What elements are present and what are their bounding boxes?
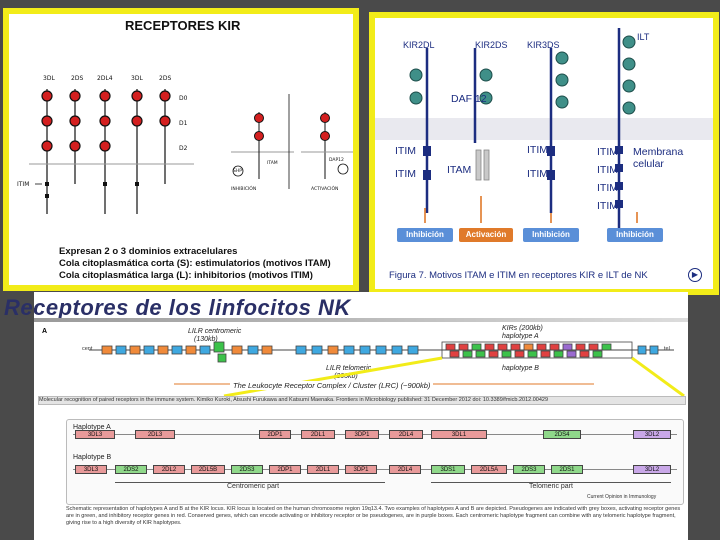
gene-a-3dp1: 3DP1 xyxy=(345,430,379,439)
schematic-caption: Schematic representation of haplotypes A… xyxy=(66,506,681,526)
itam-itim-panel: KIR2DL KIR2DS KIR3DS ILT DAF 12 ITIM ITI… xyxy=(369,12,719,295)
gene-b-3dp1: 3DP1 xyxy=(345,465,377,474)
itim-label-1: ITIM xyxy=(395,145,416,157)
centromeric-part-label: Centromeric part xyxy=(227,483,280,490)
itam-label: ITAM xyxy=(447,164,472,176)
gene-b-3ds1: 3DS1 xyxy=(431,465,465,474)
gene-a-2ds4: 2DS4 xyxy=(543,430,581,439)
label-kir2dl: KIR2DL xyxy=(403,40,435,50)
label-kir3ds: KIR3DS xyxy=(527,40,560,50)
membrane-label-2: celular xyxy=(633,158,664,170)
caption-line-1: Expresan 2 o 3 dominios extracelulares xyxy=(59,246,238,257)
title-underline xyxy=(34,318,688,322)
outcome-activacion: Activación xyxy=(459,228,513,242)
gene-b-2dl5a: 2DL5A xyxy=(471,465,507,474)
receptor-name-1: 3DL xyxy=(43,75,55,82)
itim-label-3: ITIM xyxy=(527,144,548,156)
nk-section-title: Receptores de los linfocitos NK xyxy=(4,295,351,320)
label-kir2ds: KIR2DS xyxy=(475,40,508,50)
gene-b-2dl5b: 2DL5B xyxy=(191,465,225,474)
svg-text:D1: D1 xyxy=(179,120,188,127)
gene-b-2dl2: 2DL2 xyxy=(153,465,185,474)
caption-line-3: Cola citoplasmática larga (L): inhibitor… xyxy=(59,270,313,281)
svg-text:ITAM: ITAM xyxy=(267,160,278,166)
label-ilt: ILT xyxy=(637,32,650,42)
caption-line-2: Cola citoplasmática corta (S): estimulat… xyxy=(59,258,331,269)
gene-a-2dp1: 2DP1 xyxy=(259,430,291,439)
receptor-name-2: 2DS xyxy=(71,75,83,82)
label-daf12: DAF 12 xyxy=(451,93,487,105)
left-caption: Expresan 2 o 3 dominios extracelulares C… xyxy=(59,246,354,282)
gene-a-2dl3: 2DL3 xyxy=(135,430,175,439)
gene-a-3dl2: 3DL2 xyxy=(633,430,671,439)
receptor-name-3: 2DL4 xyxy=(97,75,113,82)
svg-text:SHP: SHP xyxy=(233,168,242,174)
haplotype-b-top: haplotype B xyxy=(502,365,539,372)
gene-b-3dl3: 3DL3 xyxy=(75,465,107,474)
svg-text:D0: D0 xyxy=(179,95,188,102)
haplotype-box: Haplotype A 3DL3 2DL3 2DP1 2DL1 3DP1 2DL… xyxy=(66,419,684,505)
kir-receptors-panel: RECEPTORES KIR 3DL 2DS 2DL4 3DL 2DS D0 D… xyxy=(3,8,359,291)
nk-receptors-panel: Receptores de los linfocitos NK A LILR c… xyxy=(4,292,688,540)
receptor-name-5: 2DS xyxy=(159,75,171,82)
itim-label-7: ITIM xyxy=(597,182,618,194)
lilr-telomeric-label: LILR telomeric xyxy=(326,365,372,372)
itim-label-6: ITIM xyxy=(597,164,618,176)
gene-b-2dl1: 2DL1 xyxy=(307,465,339,474)
lrc-label: The Leukocyte Receptor Complex / Cluster… xyxy=(230,381,434,390)
gene-a-3dl3: 3DL3 xyxy=(75,430,115,439)
tel-label: tel xyxy=(664,346,670,352)
haplotype-a-label: Haplotype A xyxy=(73,424,111,431)
svg-text:ACTIVACIÓN: ACTIVACIÓN xyxy=(311,185,338,192)
membrane-label: Membrana celular xyxy=(633,146,683,170)
kir-structure-diagram: 3DL 2DS 2DL4 3DL 2DS D0 D1 D2 ITIM xyxy=(17,75,353,214)
figure-caption: Figura 7. Motivos ITAM e ITIM en recepto… xyxy=(389,270,648,281)
haplotype-a-top: haplotype A xyxy=(502,333,539,340)
gene-a-2dl1: 2DL1 xyxy=(301,430,335,439)
itam-itim-diagram xyxy=(375,18,713,289)
outcome-inhibicion-3: Inhibición xyxy=(607,228,663,242)
svg-text:DAP12: DAP12 xyxy=(329,157,344,163)
gene-b-2ds3: 2DS3 xyxy=(231,465,263,474)
gene-a-3dl1: 3DL1 xyxy=(431,430,487,439)
itim-label-2: ITIM xyxy=(395,168,416,180)
membrane-label-1: Membrana xyxy=(633,146,684,158)
reference-text: Molecular recognition of paired receptor… xyxy=(38,396,686,405)
next-arrow-icon[interactable]: ▶ xyxy=(688,268,702,282)
panel-letter: A xyxy=(42,328,48,335)
receptor-name-4: 3DL xyxy=(131,75,143,82)
gene-b-2ds3-tel: 2DS3 xyxy=(513,465,545,474)
gene-b-2dl4: 2DL4 xyxy=(389,465,421,474)
svg-text:D2: D2 xyxy=(179,145,188,152)
panel-title: RECEPTORES KIR xyxy=(125,18,241,33)
lilr-telomeric-size: (200kb) xyxy=(334,373,358,380)
gene-b-2ds1: 2DS1 xyxy=(551,465,583,474)
svg-text:ITIM: ITIM xyxy=(17,181,29,188)
outcome-inhibicion-1: Inhibición xyxy=(397,228,453,242)
lrc-gene-map xyxy=(89,341,685,397)
gene-a-2dl4: 2DL4 xyxy=(389,430,423,439)
lilr-centromeric-label: LILR centromeric xyxy=(188,328,242,335)
telomeric-part-label: Telomeric part xyxy=(529,483,573,490)
itim-label-4: ITIM xyxy=(527,168,548,180)
journal-label: Current Opinion in Immunology xyxy=(587,494,657,500)
outcome-inhibicion-2: Inhibición xyxy=(523,228,579,242)
cent-label: cent xyxy=(82,346,93,352)
itim-label-5: ITIM xyxy=(597,146,618,158)
gene-b-2dp1: 2DP1 xyxy=(269,465,301,474)
kirs-label: KIRs (200kb) xyxy=(502,325,543,332)
lilr-centromeric-size: (130kb) xyxy=(194,336,218,343)
itim-label-8: ITIM xyxy=(597,200,618,212)
gene-b-2ds2: 2DS2 xyxy=(115,465,147,474)
haplotype-b-label: Haplotype B xyxy=(73,454,112,461)
gene-b-3dl2: 3DL2 xyxy=(633,465,671,474)
svg-text:INHIBICIÓN: INHIBICIÓN xyxy=(231,185,256,192)
